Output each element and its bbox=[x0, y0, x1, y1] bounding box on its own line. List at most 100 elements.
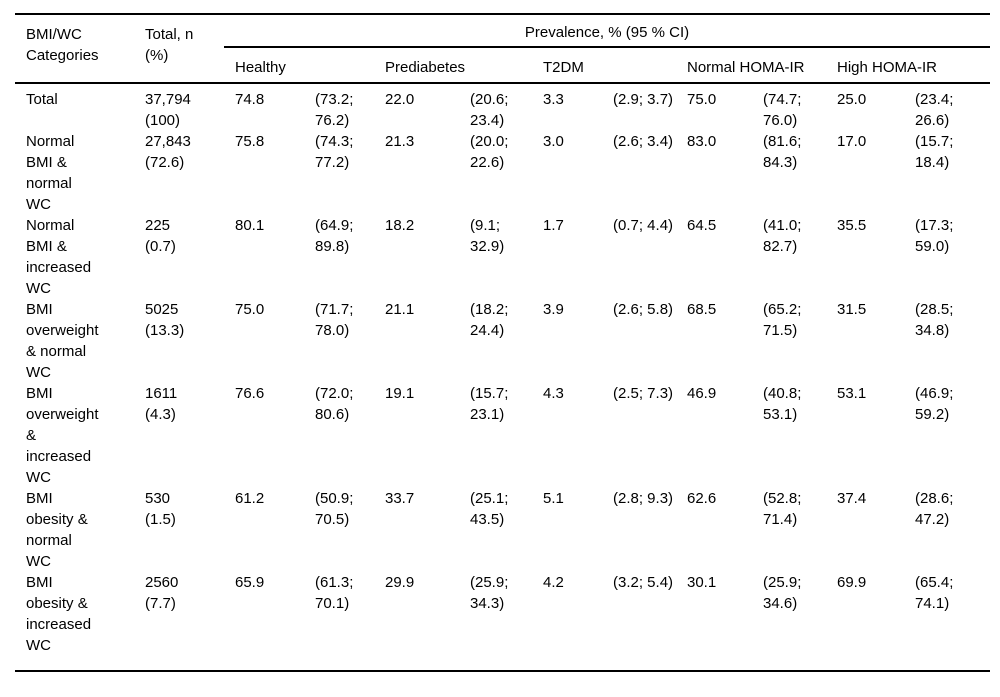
cell-total-n: 1611 (4.3) bbox=[145, 385, 178, 423]
cell-prediabetes-pct: 22.0 bbox=[385, 91, 415, 108]
cell-healthy-ci: (64.9; 89.8) bbox=[315, 217, 354, 255]
cell-healthy-ci: (50.9; 70.5) bbox=[315, 490, 354, 528]
row-category: BMI obesity & increased WC bbox=[26, 574, 92, 654]
cell-high-homa-ir-ci: (28.5; 34.8) bbox=[915, 301, 954, 339]
cell-total-n: 5025 (13.3) bbox=[145, 301, 185, 339]
table-row-normal-bmi-normal-wc: Normal BMI & normal WC 27,843 (72.6) 75.… bbox=[15, 131, 990, 215]
table-header: BMI/WC Categories Total, n (%) Prevalenc… bbox=[15, 14, 991, 83]
column-header-t2dm: T2DM bbox=[543, 59, 584, 76]
cell-t2dm-ci: (2.5; 7.3) bbox=[613, 385, 674, 402]
cell-t2dm-pct: 5.1 bbox=[543, 490, 564, 507]
cell-total-n: 37,794 (100) bbox=[145, 91, 191, 129]
table-row-bmi-overweight-increased-wc: BMI overweight & increased WC 1611 (4.3)… bbox=[15, 383, 990, 488]
header-row-top: BMI/WC Categories Total, n (%) Prevalenc… bbox=[15, 14, 991, 64]
cell-normal-homa-ir-ci: (41.0; 82.7) bbox=[763, 217, 802, 255]
cell-high-homa-ir-ci: (65.4; 74.1) bbox=[915, 574, 954, 612]
cell-prediabetes-pct: 33.7 bbox=[385, 490, 415, 507]
cell-t2dm-pct: 3.9 bbox=[543, 301, 564, 318]
table-row-total: Total 37,794 (100) 74.8 (73.2; 76.2) 22.… bbox=[15, 83, 990, 131]
cell-normal-homa-ir-ci: (40.8; 53.1) bbox=[763, 385, 802, 423]
cell-healthy-pct: 75.0 bbox=[235, 301, 265, 318]
cell-healthy-ci: (61.3; 70.1) bbox=[315, 574, 354, 612]
cell-healthy-ci: (73.2; 76.2) bbox=[315, 91, 354, 129]
column-header-normal-homa-ir: Normal HOMA-IR bbox=[687, 59, 805, 76]
cell-normal-homa-ir-ci: (65.2; 71.5) bbox=[763, 301, 802, 339]
cell-prediabetes-ci: (15.7; 23.1) bbox=[470, 385, 509, 423]
row-category: Normal BMI & increased WC bbox=[26, 217, 92, 297]
cell-t2dm-pct: 1.7 bbox=[543, 217, 564, 234]
cell-prediabetes-pct: 29.9 bbox=[385, 574, 415, 591]
cell-prediabetes-ci: (20.0; 22.6) bbox=[470, 133, 509, 171]
cell-prediabetes-ci: (18.2; 24.4) bbox=[470, 301, 509, 339]
prevalence-table: BMI/WC Categories Total, n (%) Prevalenc… bbox=[15, 13, 991, 672]
cell-t2dm-ci: (2.6; 3.4) bbox=[613, 133, 674, 150]
cell-t2dm-pct: 3.0 bbox=[543, 133, 564, 150]
cell-prediabetes-ci: (25.1; 43.5) bbox=[470, 490, 509, 528]
table-row-bmi-obesity-normal-wc: BMI obesity & normal WC 530 (1.5) 61.2 (… bbox=[15, 488, 990, 572]
cell-normal-homa-ir-ci: (74.7; 76.0) bbox=[763, 91, 802, 129]
table-row-bmi-obesity-increased-wc: BMI obesity & increased WC 2560 (7.7) 65… bbox=[15, 572, 990, 671]
row-category: BMI obesity & normal WC bbox=[26, 490, 88, 570]
cell-healthy-ci: (74.3; 77.2) bbox=[315, 133, 354, 171]
cell-t2dm-ci: (0.7; 4.4) bbox=[613, 217, 674, 234]
table-body: Total 37,794 (100) 74.8 (73.2; 76.2) 22.… bbox=[15, 83, 990, 671]
cell-high-homa-ir-ci: (23.4; 26.6) bbox=[915, 91, 954, 129]
cell-total-n: 530 (1.5) bbox=[145, 490, 176, 528]
cell-healthy-pct: 74.8 bbox=[235, 91, 265, 108]
header-row-groups: Healthy Prediabetes T2DM Normal HOMA-IR … bbox=[15, 47, 990, 83]
cell-healthy-pct: 61.2 bbox=[235, 490, 265, 507]
cell-prediabetes-ci: (9.1; 32.9) bbox=[470, 217, 505, 255]
cell-high-homa-ir-pct: 69.9 bbox=[837, 574, 867, 591]
cell-normal-homa-ir-ci: (52.8; 71.4) bbox=[763, 490, 802, 528]
cell-total-n: 2560 (7.7) bbox=[145, 574, 179, 612]
table-row-normal-bmi-increased-wc: Normal BMI & increased WC 225 (0.7) 80.1… bbox=[15, 215, 990, 299]
cell-normal-homa-ir-pct: 62.6 bbox=[687, 490, 717, 507]
cell-normal-homa-ir-pct: 46.9 bbox=[687, 385, 717, 402]
cell-normal-homa-ir-pct: 75.0 bbox=[687, 91, 717, 108]
column-header-healthy: Healthy bbox=[235, 59, 286, 76]
cell-t2dm-pct: 3.3 bbox=[543, 91, 564, 108]
cell-high-homa-ir-pct: 37.4 bbox=[837, 490, 867, 507]
cell-high-homa-ir-ci: (28.6; 47.2) bbox=[915, 490, 954, 528]
cell-normal-homa-ir-pct: 83.0 bbox=[687, 133, 717, 150]
cell-healthy-pct: 75.8 bbox=[235, 133, 265, 150]
row-category: BMI overweight & normal WC bbox=[26, 301, 99, 381]
cell-total-n: 27,843 (72.6) bbox=[145, 133, 191, 171]
cell-normal-homa-ir-pct: 68.5 bbox=[687, 301, 717, 318]
column-header-prediabetes: Prediabetes bbox=[385, 59, 466, 76]
cell-t2dm-ci: (3.2; 5.4) bbox=[613, 574, 674, 591]
row-category: Total bbox=[26, 91, 58, 108]
column-header-total: Total, n (%) bbox=[145, 26, 194, 64]
cell-normal-homa-ir-ci: (25.9; 34.6) bbox=[763, 574, 802, 612]
cell-high-homa-ir-pct: 35.5 bbox=[837, 217, 867, 234]
cell-t2dm-ci: (2.6; 5.8) bbox=[613, 301, 674, 318]
cell-t2dm-ci: (2.9; 3.7) bbox=[613, 91, 674, 108]
column-header-prevalence-spanner: Prevalence, % (95 % CI) bbox=[224, 14, 991, 48]
cell-high-homa-ir-ci: (17.3; 59.0) bbox=[915, 217, 954, 255]
cell-prediabetes-ci: (25.9; 34.3) bbox=[470, 574, 509, 612]
row-category: BMI overweight & increased WC bbox=[26, 385, 99, 486]
cell-high-homa-ir-pct: 31.5 bbox=[837, 301, 867, 318]
table-row-bmi-overweight-normal-wc: BMI overweight & normal WC 5025 (13.3) 7… bbox=[15, 299, 990, 383]
cell-t2dm-pct: 4.2 bbox=[543, 574, 564, 591]
cell-prediabetes-ci: (20.6; 23.4) bbox=[470, 91, 509, 129]
cell-healthy-ci: (71.7; 78.0) bbox=[315, 301, 354, 339]
cell-healthy-pct: 65.9 bbox=[235, 574, 265, 591]
cell-t2dm-pct: 4.3 bbox=[543, 385, 564, 402]
cell-high-homa-ir-ci: (15.7; 18.4) bbox=[915, 133, 954, 171]
cell-normal-homa-ir-ci: (81.6; 84.3) bbox=[763, 133, 802, 171]
cell-healthy-pct: 76.6 bbox=[235, 385, 265, 402]
cell-prediabetes-pct: 21.1 bbox=[385, 301, 415, 318]
cell-prediabetes-pct: 19.1 bbox=[385, 385, 415, 402]
cell-normal-homa-ir-pct: 30.1 bbox=[687, 574, 717, 591]
column-header-high-homa-ir: High HOMA-IR bbox=[837, 59, 938, 76]
cell-healthy-pct: 80.1 bbox=[235, 217, 265, 234]
cell-high-homa-ir-pct: 25.0 bbox=[837, 91, 867, 108]
cell-prediabetes-pct: 21.3 bbox=[385, 133, 415, 150]
cell-normal-homa-ir-pct: 64.5 bbox=[687, 217, 717, 234]
cell-high-homa-ir-ci: (46.9; 59.2) bbox=[915, 385, 954, 423]
cell-total-n: 225 (0.7) bbox=[145, 217, 176, 255]
column-header-category: BMI/WC Categories bbox=[26, 26, 99, 64]
row-category: Normal BMI & normal WC bbox=[26, 133, 75, 213]
cell-prediabetes-pct: 18.2 bbox=[385, 217, 415, 234]
